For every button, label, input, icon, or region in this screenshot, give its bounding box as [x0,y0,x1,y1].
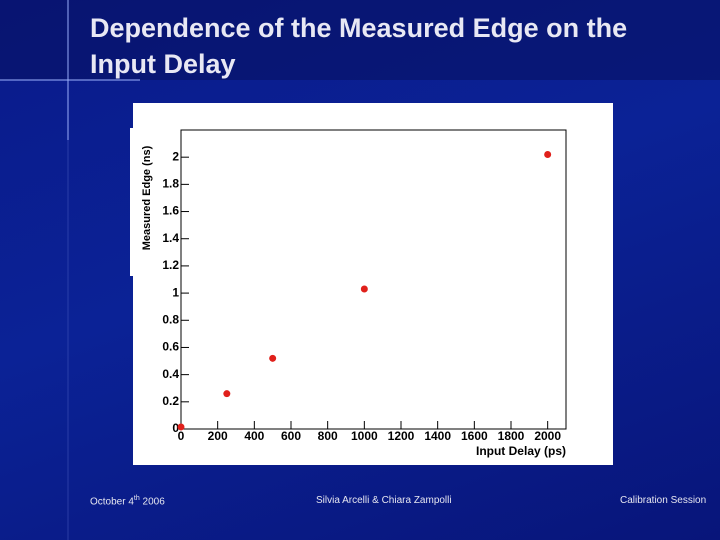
panel-edge [130,128,135,276]
y-tick-label: 0.6 [162,340,179,354]
x-tick-label: 1200 [388,429,415,443]
x-tick-label: 0 [178,429,185,443]
data-point [269,354,277,362]
footer-text: October 4 [90,496,134,508]
y-tick-label: 1.4 [162,231,179,245]
x-tick-label: 1000 [351,429,378,443]
y-tick-label: 0.8 [162,312,179,326]
x-tick-label: 1600 [461,429,488,443]
y-tick-label: 1.8 [162,177,179,191]
y-axis-label: Measured Edge (ns) [141,145,153,250]
x-tick-label: 800 [318,429,338,443]
y-tick-label: 2 [172,149,179,163]
x-tick-label: 1400 [424,429,451,443]
y-tick-label: 0 [172,421,179,435]
data-point [544,150,552,158]
x-tick-label: 200 [208,429,228,443]
x-tick-label: 400 [244,429,264,443]
x-tick-label: 2000 [534,429,561,443]
y-tick-label: 0.2 [162,394,179,408]
y-tick-label: 0.4 [162,367,179,381]
footer-session: Calibration Session [620,495,707,506]
chart-panel [133,103,613,465]
footer-text: 2006 [139,496,165,508]
data-point [177,423,185,431]
data-point [360,285,368,293]
y-tick-label: 1.6 [162,204,179,218]
footer-authors: Silvia Arcelli & Chiara Zampolli [316,495,452,506]
plot-frame [180,129,567,430]
x-tick-label: 600 [281,429,301,443]
footer-sup: th [133,495,140,502]
slide-title: Dependence of the Measured Edge on the I… [90,13,628,79]
data-point [223,390,231,398]
y-tick-label: 1.2 [162,258,179,272]
x-axis-label: Input Delay (ps) [476,444,566,458]
x-tick-label: 1800 [498,429,525,443]
footer-date: October 4th 2006 [90,495,165,507]
y-tick-label: 1 [172,285,179,299]
